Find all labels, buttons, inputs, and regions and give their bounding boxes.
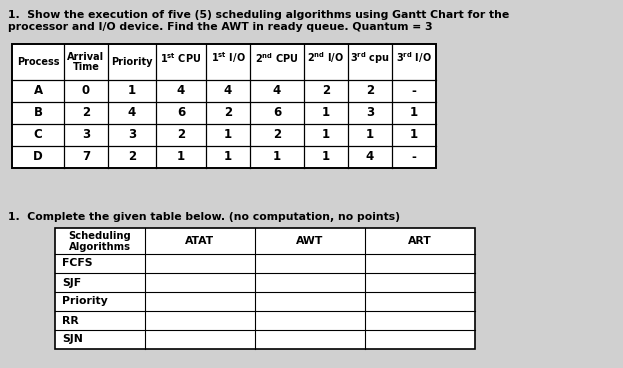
Bar [12, 44, 436, 168]
Text: 2: 2 [82, 106, 90, 120]
Text: Scheduling: Scheduling [69, 231, 131, 241]
Text: 1.  Complete the given table below. (no computation, no points): 1. Complete the given table below. (no c… [8, 212, 400, 222]
Text: 4: 4 [177, 85, 185, 98]
Text: 2: 2 [224, 106, 232, 120]
Text: 1: 1 [224, 151, 232, 163]
Text: B: B [34, 106, 42, 120]
Text: 3$^\mathregular{rd}$ I/O: 3$^\mathregular{rd}$ I/O [396, 51, 432, 66]
Text: 1: 1 [322, 128, 330, 142]
Text: 3: 3 [82, 128, 90, 142]
Text: 1$^\mathregular{st}$ I/O: 1$^\mathregular{st}$ I/O [211, 51, 245, 66]
Text: 2: 2 [322, 85, 330, 98]
Text: 1: 1 [273, 151, 281, 163]
Text: 2: 2 [177, 128, 185, 142]
Text: SJF: SJF [62, 277, 81, 287]
Text: Priority: Priority [112, 57, 153, 67]
Text: 4: 4 [224, 85, 232, 98]
Text: 2$^\mathregular{nd}$ I/O: 2$^\mathregular{nd}$ I/O [307, 51, 345, 66]
Text: 1: 1 [410, 128, 418, 142]
Text: 1: 1 [366, 128, 374, 142]
Text: 3: 3 [366, 106, 374, 120]
Text: D: D [33, 151, 43, 163]
Text: ART: ART [408, 236, 432, 246]
Text: Algorithms: Algorithms [69, 242, 131, 252]
Text: 1$^\mathregular{st}$ CPU: 1$^\mathregular{st}$ CPU [160, 51, 202, 65]
Text: 1: 1 [322, 106, 330, 120]
Text: Priority: Priority [62, 297, 108, 307]
Text: ATAT: ATAT [186, 236, 214, 246]
Text: 1: 1 [224, 128, 232, 142]
Bar [55, 228, 475, 349]
Text: RR: RR [62, 315, 78, 326]
Text: processor and I/O device. Find the AWT in ready queue. Quantum = 3: processor and I/O device. Find the AWT i… [8, 22, 432, 32]
Text: C: C [34, 128, 42, 142]
Text: Process: Process [17, 57, 59, 67]
Text: 2: 2 [273, 128, 281, 142]
Text: 2$^\mathregular{nd}$ CPU: 2$^\mathregular{nd}$ CPU [255, 51, 299, 65]
Text: 1: 1 [177, 151, 185, 163]
Text: 1.  Show the execution of five (5) scheduling algorithms using Gantt Chart for t: 1. Show the execution of five (5) schedu… [8, 10, 509, 20]
Text: 2: 2 [128, 151, 136, 163]
Text: FCFS: FCFS [62, 258, 92, 269]
Text: 1: 1 [410, 106, 418, 120]
Text: 6: 6 [273, 106, 281, 120]
Text: 1: 1 [322, 151, 330, 163]
Text: 7: 7 [82, 151, 90, 163]
Text: Time: Time [72, 62, 100, 72]
Text: 4: 4 [366, 151, 374, 163]
Text: 6: 6 [177, 106, 185, 120]
Text: 3$^\mathregular{rd}$ cpu: 3$^\mathregular{rd}$ cpu [350, 50, 390, 66]
Text: Arrival: Arrival [67, 52, 105, 62]
Text: 3: 3 [128, 128, 136, 142]
Text: 0: 0 [82, 85, 90, 98]
Text: A: A [34, 85, 42, 98]
Text: 4: 4 [273, 85, 281, 98]
Text: -: - [412, 151, 416, 163]
Text: SJN: SJN [62, 335, 83, 344]
Text: AWT: AWT [297, 236, 324, 246]
Text: -: - [412, 85, 416, 98]
Text: 1: 1 [128, 85, 136, 98]
Text: 4: 4 [128, 106, 136, 120]
Text: 2: 2 [366, 85, 374, 98]
